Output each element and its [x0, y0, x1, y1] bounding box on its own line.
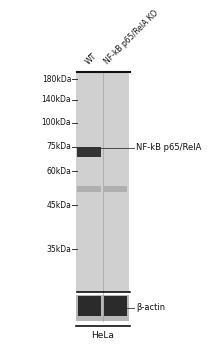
Text: β-actin: β-actin	[136, 303, 165, 312]
Text: HeLa: HeLa	[91, 331, 114, 340]
Text: 45kDa: 45kDa	[46, 201, 71, 210]
Text: 100kDa: 100kDa	[42, 118, 71, 127]
Text: 35kDa: 35kDa	[46, 245, 71, 254]
Text: 140kDa: 140kDa	[42, 95, 71, 104]
Bar	[104, 186, 127, 192]
Text: WT: WT	[84, 51, 99, 66]
Text: NF-kB p65/RelA KO: NF-kB p65/RelA KO	[102, 9, 160, 66]
Bar	[76, 295, 129, 321]
Text: 180kDa: 180kDa	[42, 75, 71, 84]
Text: 75kDa: 75kDa	[46, 142, 71, 152]
Bar	[78, 296, 101, 316]
Bar	[104, 296, 127, 316]
Bar	[76, 73, 129, 292]
Bar	[77, 186, 101, 192]
Text: NF-kB p65/RelA: NF-kB p65/RelA	[136, 144, 201, 153]
Bar	[77, 147, 101, 158]
Text: 60kDa: 60kDa	[46, 167, 71, 176]
